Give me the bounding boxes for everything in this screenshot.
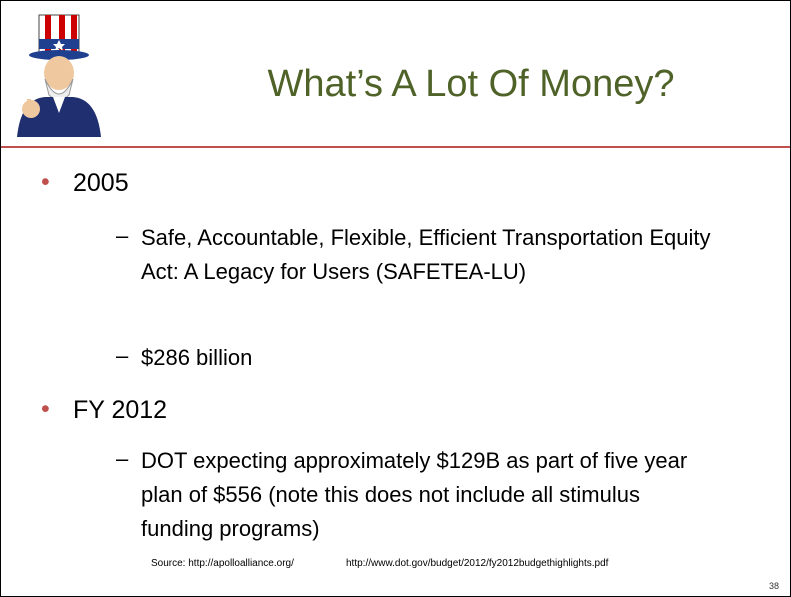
sub-bullet-text: DOT expecting approximately $129B as par… <box>141 448 688 541</box>
source: http://www.dot.gov/budget/2012/fy2012bud… <box>346 558 609 569</box>
dash: – <box>116 446 129 471</box>
title-rule <box>1 146 790 148</box>
bullet: • <box>41 168 50 196</box>
dash: – <box>116 223 129 248</box>
dash: – <box>116 343 129 368</box>
uncle-sam-icon <box>17 14 101 137</box>
sub-bullet-text: $286 billion <box>141 345 253 370</box>
bullet-text: 2005 <box>73 169 129 197</box>
source: Source: http://apolloalliance.org/ <box>151 558 294 569</box>
bullet: • <box>41 395 50 423</box>
slide-title: What’s A Lot Of Money? <box>267 63 675 105</box>
page-number: 38 <box>769 581 780 591</box>
bullet-text: FY 2012 <box>73 396 168 424</box>
sub-bullet-text: Safe, Accountable, Flexible, Efficient T… <box>141 225 711 284</box>
